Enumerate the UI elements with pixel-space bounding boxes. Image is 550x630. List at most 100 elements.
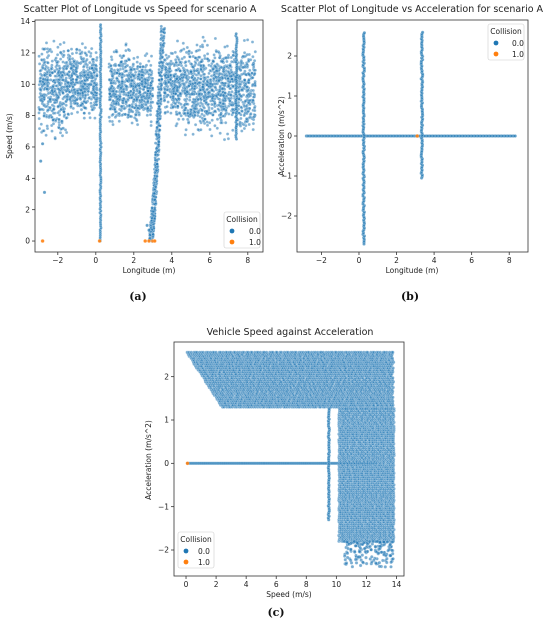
data-point bbox=[196, 44, 199, 47]
data-point bbox=[214, 75, 217, 78]
data-point bbox=[248, 123, 251, 126]
data-point bbox=[59, 67, 62, 70]
data-point bbox=[183, 56, 186, 59]
data-point bbox=[203, 73, 206, 76]
data-point bbox=[58, 121, 61, 124]
data-point bbox=[79, 72, 82, 75]
data-point bbox=[63, 41, 66, 44]
data-point bbox=[154, 142, 157, 145]
data-point bbox=[110, 58, 113, 61]
data-point bbox=[43, 191, 46, 194]
data-point bbox=[182, 118, 185, 121]
data-point bbox=[113, 108, 116, 111]
data-point bbox=[55, 57, 58, 60]
data-point bbox=[252, 128, 255, 131]
data-point bbox=[57, 111, 60, 114]
data-point bbox=[64, 128, 67, 131]
data-point bbox=[203, 57, 206, 60]
data-point bbox=[124, 49, 127, 52]
data-point bbox=[47, 61, 50, 64]
chart-a-legend-title: Collision bbox=[226, 215, 258, 224]
data-point bbox=[167, 80, 170, 83]
data-point bbox=[69, 60, 72, 63]
data-point bbox=[212, 60, 215, 63]
data-point bbox=[244, 99, 247, 102]
data-point bbox=[224, 76, 227, 79]
chart-a-ylabel: Speed (m/s) bbox=[5, 113, 14, 159]
data-point bbox=[41, 74, 44, 77]
data-point bbox=[244, 108, 247, 111]
data-point bbox=[182, 42, 185, 45]
data-point bbox=[171, 52, 174, 55]
data-point bbox=[178, 111, 181, 114]
data-point bbox=[192, 133, 195, 136]
data-point bbox=[149, 113, 152, 116]
data-point bbox=[149, 84, 152, 87]
data-point bbox=[240, 130, 243, 133]
data-point bbox=[154, 185, 157, 188]
data-point bbox=[183, 87, 186, 90]
data-point bbox=[164, 81, 167, 84]
data-point bbox=[210, 112, 213, 115]
data-point bbox=[176, 86, 179, 89]
chart-c-points bbox=[186, 351, 396, 569]
data-point bbox=[108, 78, 111, 81]
data-point bbox=[149, 64, 152, 67]
data-point bbox=[198, 92, 201, 95]
data-point bbox=[51, 104, 54, 107]
data-point bbox=[168, 70, 171, 73]
data-point bbox=[180, 49, 183, 52]
data-point bbox=[144, 54, 147, 57]
data-point bbox=[223, 108, 226, 111]
data-point bbox=[248, 99, 251, 102]
data-point bbox=[206, 58, 209, 61]
data-point bbox=[141, 65, 144, 68]
data-point bbox=[163, 88, 166, 91]
data-point bbox=[115, 102, 118, 105]
data-point bbox=[93, 82, 96, 85]
data-point bbox=[177, 118, 180, 121]
data-point bbox=[202, 95, 205, 98]
data-point bbox=[91, 67, 94, 70]
data-point bbox=[208, 121, 211, 124]
data-point bbox=[60, 108, 63, 111]
data-point bbox=[227, 70, 230, 73]
data-point bbox=[169, 112, 172, 115]
data-point bbox=[39, 80, 42, 83]
data-point bbox=[127, 99, 130, 102]
data-point bbox=[230, 60, 233, 63]
data-point bbox=[197, 56, 200, 59]
data-point bbox=[200, 60, 203, 63]
data-point bbox=[46, 125, 49, 128]
data-point bbox=[197, 98, 200, 101]
data-point bbox=[156, 175, 159, 178]
data-point bbox=[211, 107, 214, 110]
data-point bbox=[193, 69, 196, 72]
data-point bbox=[245, 112, 248, 115]
data-point bbox=[206, 88, 209, 91]
data-point bbox=[125, 85, 128, 88]
data-point bbox=[139, 65, 142, 68]
data-point bbox=[213, 97, 216, 100]
data-point bbox=[139, 62, 142, 65]
data-point bbox=[209, 82, 212, 85]
data-point bbox=[252, 118, 255, 121]
chart-a-legend-marker-0 bbox=[230, 229, 235, 234]
data-point bbox=[132, 68, 135, 71]
x-tick-label: 2 bbox=[131, 256, 136, 265]
data-point bbox=[51, 60, 54, 63]
data-point bbox=[95, 103, 98, 106]
data-point bbox=[167, 74, 170, 77]
data-point bbox=[151, 87, 154, 90]
data-point bbox=[71, 78, 74, 81]
data-point bbox=[63, 65, 66, 68]
data-point bbox=[110, 55, 113, 58]
y-tick-label: −2 bbox=[281, 212, 292, 221]
chart-a-points bbox=[37, 23, 256, 243]
data-point bbox=[161, 55, 164, 58]
data-point bbox=[153, 206, 156, 209]
data-point bbox=[185, 80, 188, 83]
data-point bbox=[75, 70, 78, 73]
data-point bbox=[157, 133, 160, 136]
data-point bbox=[40, 53, 43, 56]
